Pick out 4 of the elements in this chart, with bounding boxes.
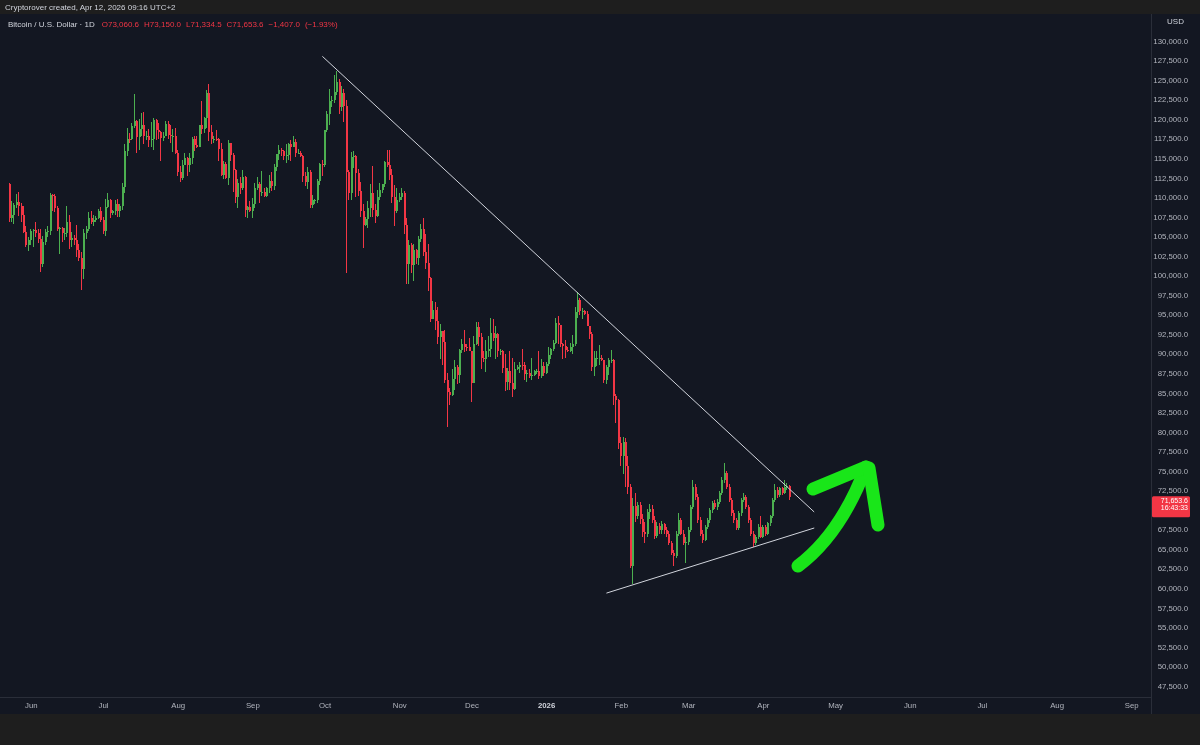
text: O73,060.6 H73,150.0 L71,334.5 C71,653.6 −1,407.0 (−1.93%)	[101, 20, 338, 29]
y-axis-title: USD	[1167, 17, 1185, 26]
text: Cryptorover created, Apr 12, 2026 09:16 UTC+2	[5, 3, 177, 12]
text: Bitcoin / U.S. Dollar · 1D	[8, 20, 95, 29]
